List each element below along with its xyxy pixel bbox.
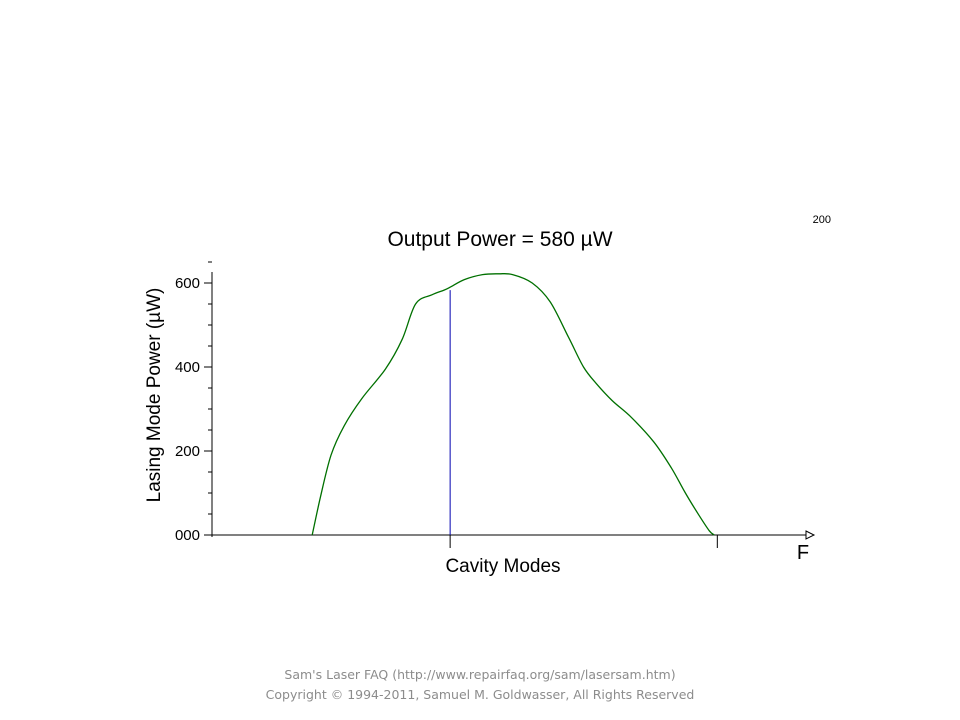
y-minor-ticks — [208, 261, 212, 515]
chart-title: Output Power = 580 µW — [387, 228, 612, 251]
x-axis-label: Cavity Modes — [445, 556, 560, 577]
footer-source: Sam's Laser FAQ (http://www.repairfaq.or… — [284, 667, 676, 682]
frame-number: 200 — [813, 214, 831, 226]
x-axis-end-label: F — [797, 542, 809, 564]
y-tick-label: 400 — [175, 359, 200, 376]
y-axis-label: Lasing Mode Power (µW) — [144, 288, 165, 503]
x-axis-arrowhead — [805, 530, 816, 540]
y-tick-label: 000 — [175, 527, 200, 544]
x-axis-marks — [449, 535, 718, 548]
series-group — [311, 272, 715, 536]
y-tick-label: 200 — [175, 443, 200, 460]
y-major-ticks: 000 200 400 600 — [175, 275, 212, 544]
footer-copyright: Copyright © 1994-2011, Samuel M. Goldwas… — [265, 687, 695, 702]
y-tick-label: 600 — [175, 275, 200, 292]
plot-area: 000 200 400 600 — [175, 261, 816, 548]
series-line — [311, 272, 715, 536]
